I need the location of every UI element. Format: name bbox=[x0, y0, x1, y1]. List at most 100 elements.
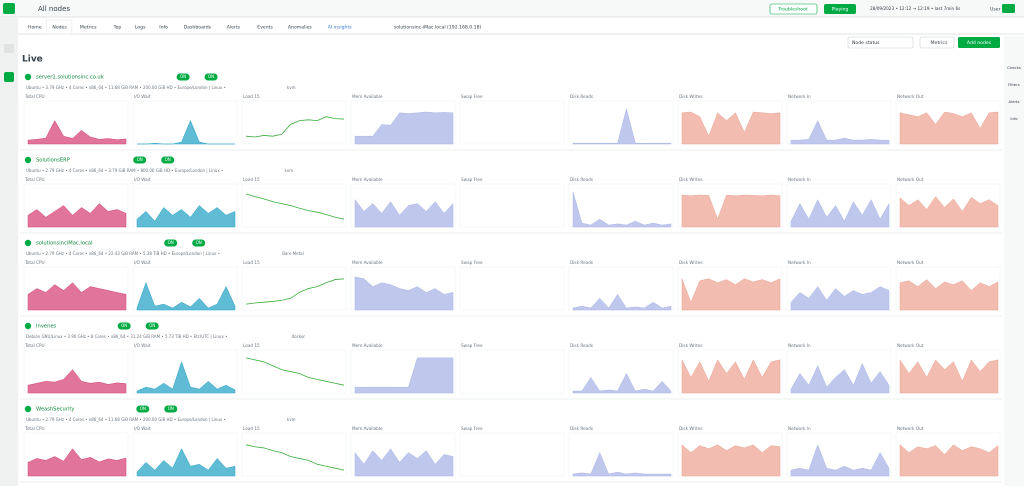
plot-area bbox=[459, 266, 565, 311]
metric-area bbox=[899, 359, 999, 394]
tab[interactable]: Anomalies bbox=[288, 25, 313, 31]
node-name[interactable]: Invenes bbox=[36, 324, 57, 330]
metric-title: Network In bbox=[788, 426, 811, 431]
metric-area bbox=[681, 444, 781, 477]
metric-line bbox=[245, 193, 345, 220]
node-info: Ubuntu • 2.79 GHz • 4 Cores • x86_64 • 1… bbox=[26, 417, 226, 422]
metric-line bbox=[245, 357, 345, 386]
status-label: ON bbox=[168, 240, 174, 245]
metric-area bbox=[899, 279, 999, 311]
metric-title: Total CPU bbox=[24, 426, 45, 431]
virtualization: Bare Metal bbox=[282, 251, 304, 256]
tab[interactable]: solutionsinc-iMac.local (192.168.0.18) bbox=[394, 25, 482, 31]
metric-area bbox=[899, 111, 999, 145]
metric-area bbox=[27, 369, 127, 394]
right-sidebar bbox=[1004, 36, 1024, 486]
plot-area bbox=[241, 183, 347, 228]
metric-title: Mem Available bbox=[352, 177, 383, 182]
node-info: Ubuntu • 2.79 GHz • 4 Cores • x86_64 • 3… bbox=[26, 168, 223, 173]
status-label: ON bbox=[208, 74, 214, 79]
tab[interactable]: Info bbox=[159, 25, 168, 31]
metric-title: Load 15 bbox=[243, 94, 260, 99]
node-icon bbox=[24, 239, 32, 247]
status-label: ON bbox=[140, 406, 146, 411]
metrics-label: Metrics bbox=[931, 40, 948, 46]
user-label[interactable]: User bbox=[990, 7, 1001, 13]
logo bbox=[3, 3, 15, 14]
plot-area bbox=[459, 432, 565, 477]
node-name[interactable]: WeashSecurity bbox=[36, 407, 75, 413]
user-button[interactable] bbox=[1002, 4, 1015, 13]
metric-title: Load 15 bbox=[243, 426, 260, 431]
plot-area bbox=[459, 183, 565, 228]
time-range[interactable]: 28/09/2023 • 12:12 → 12:19 • last 7min 6… bbox=[870, 6, 960, 11]
active-tab bbox=[46, 19, 73, 35]
status-badge bbox=[133, 156, 147, 164]
metric-area bbox=[790, 444, 890, 477]
plot-area bbox=[459, 100, 565, 145]
add-nodes-button[interactable] bbox=[958, 37, 1000, 48]
node-name[interactable]: SolutionsERP bbox=[36, 158, 70, 164]
add-space[interactable] bbox=[4, 72, 14, 82]
metric-area bbox=[27, 282, 127, 311]
tab[interactable]: Metrics bbox=[80, 25, 97, 31]
metric-title: Disk Writes bbox=[679, 260, 703, 265]
metric-title: Mem Available bbox=[352, 260, 383, 265]
metric-line bbox=[245, 116, 345, 138]
metric-title: I/O Wait bbox=[134, 426, 151, 431]
tab[interactable]: Nodes bbox=[52, 25, 67, 31]
metric-area bbox=[572, 191, 672, 228]
node-icon bbox=[24, 405, 32, 413]
status-badge bbox=[164, 405, 178, 413]
tab[interactable]: Events bbox=[257, 25, 273, 31]
troubleshoot-button[interactable] bbox=[769, 3, 818, 15]
tab[interactable]: Top bbox=[113, 25, 122, 31]
status-badge bbox=[117, 322, 131, 330]
metric-area bbox=[790, 363, 890, 394]
metric-title: I/O Wait bbox=[134, 343, 151, 348]
tab[interactable]: Alerts bbox=[227, 25, 241, 31]
metrics-button[interactable] bbox=[919, 36, 955, 49]
metric-title: Disk Reads bbox=[570, 94, 593, 99]
tab[interactable]: Logs bbox=[135, 25, 146, 31]
side-panel-item[interactable]: Alerts bbox=[1008, 99, 1019, 104]
playing-button[interactable] bbox=[824, 4, 856, 14]
node-status-filter[interactable] bbox=[847, 36, 914, 49]
metric-area bbox=[572, 372, 672, 394]
node-name[interactable]: server1.solutionsinc.co.uk bbox=[36, 75, 104, 81]
side-panel-item[interactable]: Info bbox=[1010, 116, 1018, 121]
side-panel-item[interactable]: Filters bbox=[1008, 82, 1019, 87]
space-icon[interactable] bbox=[4, 44, 14, 53]
space-name[interactable]: All nodes bbox=[38, 5, 70, 13]
metric-title: Network Out bbox=[897, 260, 924, 265]
metric-area bbox=[899, 196, 999, 228]
status-label: ON bbox=[196, 240, 202, 245]
status-badge bbox=[136, 405, 150, 413]
status-label: ON bbox=[149, 323, 155, 328]
filter-label: Node status bbox=[852, 40, 880, 46]
tab[interactable]: Home bbox=[28, 25, 42, 31]
metric-title: Disk Reads bbox=[570, 260, 593, 265]
top-bar bbox=[0, 0, 1024, 17]
tab[interactable]: AI insights bbox=[328, 25, 352, 31]
virtualization: docker bbox=[292, 334, 306, 339]
node-info: Debian GNU/Linux • 3.90 GHz • 8 Cores • … bbox=[26, 334, 227, 339]
metric-title: Swap Free bbox=[461, 426, 483, 431]
node-info: Ubuntu • 2.79 GHz • 4 Cores • x86_64 • 2… bbox=[26, 251, 220, 256]
metric-title: Load 15 bbox=[243, 260, 260, 265]
metric-title: Total CPU bbox=[24, 94, 45, 99]
node-name[interactable]: solutionsinciMac.local bbox=[36, 241, 93, 247]
metric-area bbox=[354, 198, 454, 228]
tab[interactable]: Dashboards bbox=[184, 25, 212, 31]
node-icon bbox=[24, 322, 32, 330]
side-panel-item[interactable]: Checks bbox=[1007, 65, 1021, 70]
metric-title: I/O Wait bbox=[134, 177, 151, 182]
metric-area bbox=[572, 293, 672, 311]
metric-title: Disk Writes bbox=[679, 343, 703, 348]
metric-title: Mem Available bbox=[352, 426, 383, 431]
section-title: Live bbox=[22, 55, 43, 65]
metric-area bbox=[137, 119, 235, 145]
status-label: ON bbox=[180, 74, 186, 79]
